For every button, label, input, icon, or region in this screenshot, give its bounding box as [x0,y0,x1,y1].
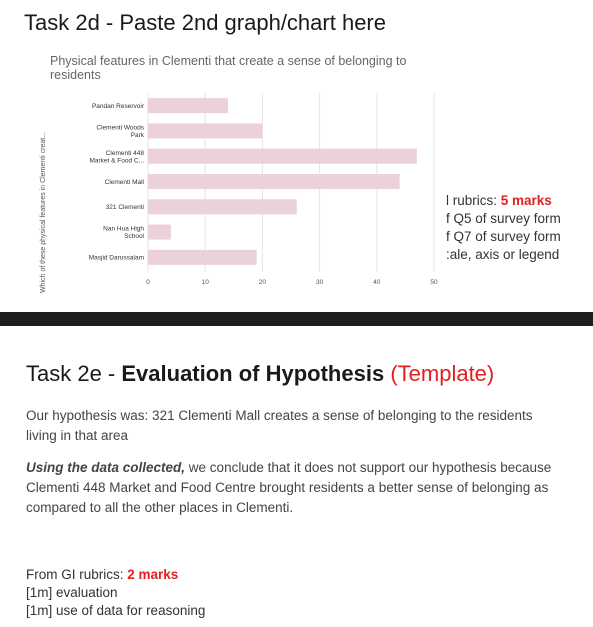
bar-chart: Pandan Reservoir Clementi Woods Park Clemen… [89,93,438,286]
rubrics-marks: 5 marks [500,193,552,208]
slide-divider [0,312,593,326]
task-2d-heading: Task 2d - Paste 2nd graph/chart here [24,10,386,35]
gi-item-data-reasoning: [1m] use of data for reasoning [26,603,206,618]
bar-4 [148,199,297,215]
conclusion-rest: we conclude that it does not support our… [26,460,552,515]
rubrics-line2: f Q5 of survey form [446,211,561,226]
bar-0 [148,98,229,114]
x-tick-label-1: 10 [202,279,210,286]
x-tick-label-3: 30 [316,279,324,286]
chart-title: Physical features in Clementi that creat… [50,54,407,82]
bar-6 [148,249,257,265]
category-label-1: Clementi Woods Park [96,124,144,139]
rubrics-line1: l rubrics: [446,193,501,208]
conclusion-text: Using the data collected, we conclude th… [26,458,571,518]
rubrics-line4: :ale, axis or legend [446,247,560,262]
category-label-6: Masjid Darussalam [89,255,144,262]
gi-item-evaluation: [1m] evaluation [26,585,118,600]
gi-rubrics-label: From GI rubrics: [26,567,128,582]
x-tick-label-5: 50 [430,279,438,286]
x-tick-label-0: 0 [146,279,150,286]
bar-1 [148,123,263,139]
rubrics-partial: l rubrics: 5 marks f Q5 of survey form f… [446,192,561,264]
bar-2 [148,148,417,164]
category-label-4: 321 Clementi [106,204,144,211]
gi-rubrics: From GI rubrics: 2 marks [1m] evaluation… [26,566,205,620]
x-tick-label-2: 20 [259,279,267,286]
slide-task-2d: Task 2d - Paste 2nd graph/chart here Phy… [0,0,593,312]
x-tick-label-4: 40 [373,279,381,286]
category-label-0: Pandan Reservoir [92,103,145,110]
task-2e-heading: Task 2e - Evaluation of Hypothesis (Temp… [26,361,494,387]
rubrics-line3: f Q7 of survey form [446,229,561,244]
category-label-3: Clementi Mall [105,179,145,186]
category-label-2: Clementi 448 Market & Food C... [89,150,144,165]
bar-3 [148,174,400,189]
gi-rubrics-marks: 2 marks [127,567,179,582]
bar-5 [148,224,171,240]
task-2e-heading-template: (Template) [390,361,495,386]
task-2e-heading-prefix: Task 2e - [26,361,122,386]
slide-task-2e: Task 2e - Evaluation of Hypothesis (Temp… [0,326,593,627]
hypothesis-text: Our hypothesis was: 321 Clementi Mall cr… [26,408,533,443]
conclusion-lead: Using the data collected, [26,460,186,475]
task-2e-heading-bold: Evaluation of Hypothesis [121,361,385,386]
category-label-5: Nan Hua High School [103,226,144,241]
